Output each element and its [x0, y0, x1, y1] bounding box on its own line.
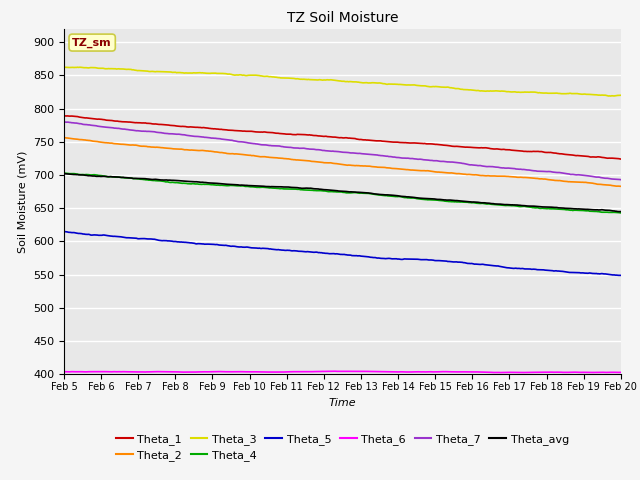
- Theta_5: [60, 228, 68, 234]
- Theta_4: [392, 194, 399, 200]
- Theta_avg: [516, 203, 524, 208]
- Theta_7: [60, 119, 68, 125]
- Theta_1: [60, 113, 68, 119]
- Theta_2: [393, 166, 401, 171]
- Theta_1: [392, 139, 399, 145]
- Theta_6: [617, 370, 625, 375]
- Theta_2: [329, 160, 337, 166]
- Theta_1: [362, 137, 369, 143]
- Line: Theta_5: Theta_5: [64, 231, 621, 276]
- Theta_5: [328, 251, 335, 257]
- Theta_1: [324, 134, 332, 140]
- Theta_6: [362, 369, 370, 374]
- Line: Theta_2: Theta_2: [64, 138, 621, 186]
- Theta_4: [516, 204, 524, 209]
- Theta_1: [516, 148, 524, 154]
- Theta_3: [393, 82, 401, 87]
- Theta_4: [60, 170, 68, 176]
- Y-axis label: Soil Moisture (mV): Soil Moisture (mV): [17, 150, 28, 253]
- Theta_4: [324, 189, 332, 194]
- Theta_6: [393, 369, 401, 375]
- Theta_7: [617, 177, 625, 182]
- Theta_avg: [324, 187, 332, 193]
- Theta_6: [332, 368, 339, 374]
- Line: Theta_3: Theta_3: [64, 67, 621, 96]
- Text: TZ_sm: TZ_sm: [72, 37, 112, 48]
- Theta_4: [604, 209, 611, 215]
- Line: Theta_1: Theta_1: [64, 116, 621, 159]
- Theta_avg: [604, 207, 611, 213]
- Theta_5: [604, 271, 611, 277]
- Theta_5: [392, 256, 399, 262]
- Title: TZ Soil Moisture: TZ Soil Moisture: [287, 11, 398, 25]
- Theta_7: [516, 166, 524, 172]
- Line: Theta_4: Theta_4: [64, 173, 621, 213]
- Theta_4: [328, 189, 335, 194]
- Theta_6: [606, 370, 614, 375]
- Theta_2: [60, 135, 68, 141]
- Theta_5: [362, 253, 369, 259]
- Theta_avg: [328, 188, 335, 193]
- Theta_2: [617, 183, 625, 189]
- Theta_avg: [392, 192, 399, 198]
- Theta_4: [362, 191, 369, 196]
- Theta_3: [326, 77, 333, 83]
- Theta_1: [604, 156, 611, 161]
- Theta_5: [617, 273, 625, 278]
- Theta_3: [518, 89, 525, 95]
- Theta_6: [60, 369, 68, 374]
- Theta_6: [328, 368, 335, 374]
- Theta_1: [617, 156, 625, 162]
- Theta_3: [74, 64, 81, 70]
- Legend: Theta_1, Theta_2, Theta_3, Theta_4, Theta_5, Theta_6, Theta_7, Theta_avg: Theta_1, Theta_2, Theta_3, Theta_4, Thet…: [111, 429, 573, 466]
- Theta_2: [518, 174, 525, 180]
- Theta_3: [617, 92, 625, 98]
- Theta_3: [60, 64, 68, 70]
- Theta_5: [324, 251, 332, 256]
- Theta_2: [362, 163, 370, 169]
- Theta_3: [605, 93, 612, 99]
- Theta_6: [587, 370, 595, 375]
- Theta_3: [607, 93, 614, 99]
- Theta_6: [518, 370, 525, 375]
- Theta_7: [328, 148, 335, 154]
- Theta_avg: [617, 209, 625, 215]
- Theta_3: [329, 77, 337, 83]
- Line: Theta_6: Theta_6: [64, 371, 621, 372]
- Theta_1: [328, 134, 335, 140]
- Theta_3: [362, 80, 370, 85]
- Theta_7: [362, 151, 369, 157]
- Theta_avg: [362, 190, 369, 195]
- Line: Theta_7: Theta_7: [64, 122, 621, 180]
- Theta_7: [392, 155, 399, 160]
- Theta_5: [516, 266, 524, 272]
- Theta_7: [604, 175, 611, 181]
- Theta_2: [61, 135, 69, 141]
- Theta_4: [617, 210, 625, 216]
- Theta_avg: [615, 209, 623, 215]
- X-axis label: Time: Time: [328, 397, 356, 408]
- Theta_avg: [60, 171, 68, 177]
- Theta_2: [605, 182, 612, 188]
- Theta_6: [324, 369, 332, 374]
- Theta_7: [324, 148, 332, 154]
- Theta_2: [326, 160, 333, 166]
- Line: Theta_avg: Theta_avg: [64, 174, 621, 212]
